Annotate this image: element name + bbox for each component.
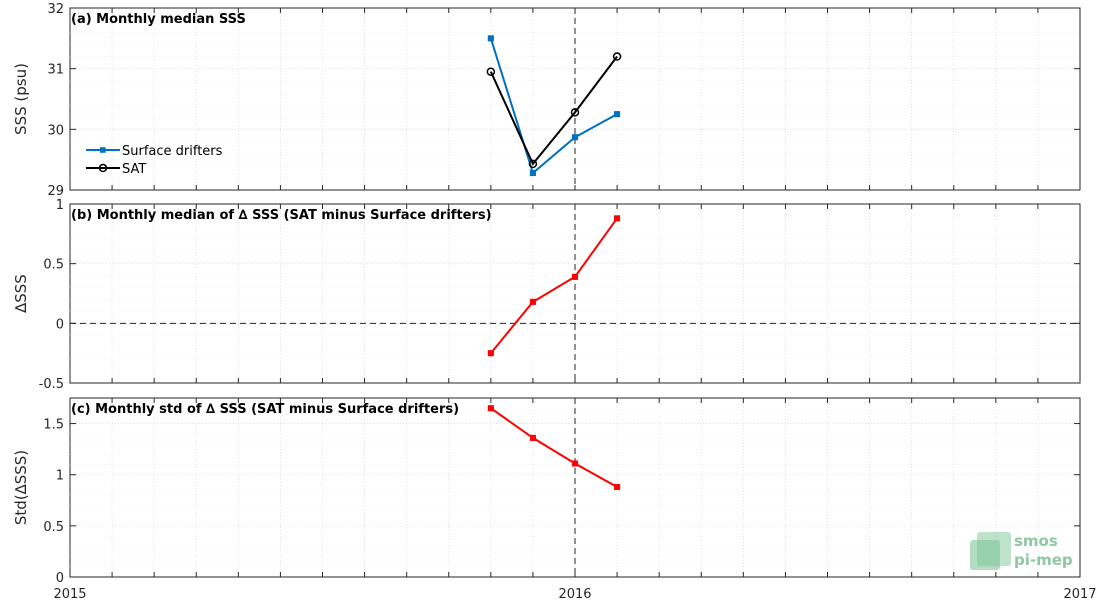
data-point — [528, 159, 538, 169]
legend-marker — [100, 147, 106, 153]
data-point — [570, 108, 580, 117]
data-point — [571, 273, 579, 280]
plot-area — [69, 203, 1081, 384]
data-point — [571, 460, 579, 467]
panel-title: (a) Monthly median SSS — [71, 12, 246, 27]
y-tick-label: 0 — [56, 571, 64, 586]
y-tick-label: 0 — [56, 317, 64, 332]
legend: Surface drifters SAT — [86, 144, 223, 177]
data-point — [612, 52, 622, 61]
logo-line2: pi-mep — [1014, 551, 1073, 569]
y-tick-label: 0.5 — [43, 520, 64, 535]
y-tick-label: 29 — [47, 184, 64, 199]
y-tick-label: 30 — [47, 123, 64, 138]
y-tick-label: -0.5 — [39, 377, 64, 392]
x-tick-label: 2017 — [1063, 587, 1096, 602]
series-sat — [486, 52, 622, 169]
logo-line1: smos — [1014, 532, 1058, 550]
y-axis-label: SSS (psu) — [12, 63, 30, 135]
panel-title: (b) Monthly median of ∆ SSS (SAT minus S… — [71, 208, 492, 223]
y-tick-label: 31 — [47, 63, 64, 78]
series-0 — [487, 215, 621, 357]
data-point — [571, 134, 579, 141]
smos-pi-mep-logo: smos pi-mep — [970, 532, 1073, 570]
panel-a: 29 30 31 32 SSS (psu) (a) Monthly median SSS S… — [12, 2, 1081, 199]
y-axis-label: ∆SSS — [12, 274, 30, 314]
data-point — [614, 111, 621, 118]
panel-c: 0 0.5 1 1.5 Std(∆SSS) (c) Monthly std of ∆ SS… — [12, 397, 1081, 586]
legend-label: SAT — [122, 162, 146, 177]
data-point — [487, 405, 494, 412]
series-line — [490, 217, 618, 354]
data-point — [487, 35, 494, 42]
data-point — [529, 434, 536, 441]
legend-marker — [98, 163, 108, 173]
y-axis-label: Std(∆SSS) — [12, 450, 30, 525]
y-tick-label: 1.5 — [43, 418, 64, 433]
series-0 — [487, 405, 621, 491]
x-tick-label: 2015 — [53, 587, 86, 602]
data-point — [529, 298, 536, 305]
x-tick-label: 2016 — [558, 587, 591, 602]
series-line — [489, 55, 618, 166]
series-surface-drifters — [487, 35, 621, 177]
y-tick-label: 1 — [56, 469, 64, 484]
legend-label: Surface drifters — [122, 144, 223, 159]
data-point — [614, 215, 621, 222]
data-point — [487, 350, 494, 357]
data-point — [486, 67, 496, 76]
series-line — [490, 407, 618, 488]
y-tick-label: 0.5 — [43, 258, 64, 273]
data-point — [614, 483, 621, 491]
panel-title: (c) Monthly std of ∆ SSS (SAT minus Surf… — [71, 402, 459, 417]
y-tick-label: 32 — [47, 2, 64, 17]
panel-b: -0.5 0 0.5 1 ∆SSS (b) Monthly median of ∆ SSS… — [12, 198, 1081, 392]
series-line — [489, 38, 618, 175]
data-point — [529, 169, 536, 177]
plot-area — [69, 397, 1081, 578]
y-tick-label: 1 — [56, 198, 64, 213]
